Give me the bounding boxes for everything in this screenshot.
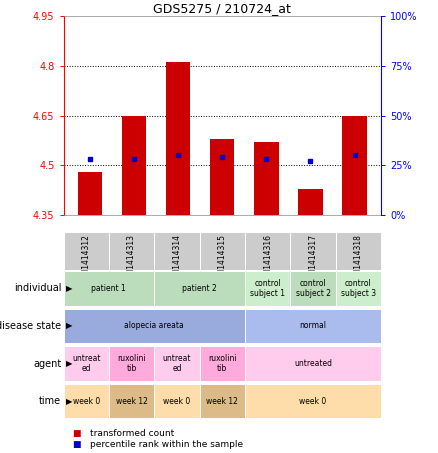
- Bar: [166, 63, 190, 215]
- Text: GSM1414314: GSM1414314: [173, 234, 181, 285]
- Text: time: time: [39, 396, 61, 406]
- Text: GSM1414315: GSM1414315: [218, 234, 227, 285]
- Bar: [290, 271, 336, 306]
- Text: untreated: untreated: [294, 359, 332, 368]
- Bar: [122, 116, 146, 215]
- Bar: [78, 172, 102, 215]
- Bar: [200, 346, 245, 381]
- Bar: [154, 232, 200, 270]
- Text: ■: ■: [72, 429, 81, 438]
- Text: individual: individual: [14, 283, 61, 294]
- Bar: [200, 232, 245, 270]
- Text: ■: ■: [72, 440, 81, 449]
- Bar: [298, 188, 323, 215]
- Bar: [154, 346, 200, 381]
- Text: disease state: disease state: [0, 321, 61, 331]
- Text: GSM1414316: GSM1414316: [263, 234, 272, 285]
- Text: GSM1414317: GSM1414317: [308, 234, 318, 285]
- Bar: [154, 271, 245, 306]
- Text: transformed count: transformed count: [90, 429, 174, 438]
- Bar: [64, 308, 245, 343]
- Bar: [64, 346, 109, 381]
- Bar: [109, 232, 154, 270]
- Text: ▶: ▶: [66, 322, 72, 330]
- Bar: [245, 346, 381, 381]
- Text: untreat
ed: untreat ed: [72, 354, 100, 373]
- Text: week 12: week 12: [116, 397, 148, 405]
- Text: GSM1414318: GSM1414318: [354, 234, 363, 284]
- Bar: [154, 384, 200, 419]
- Bar: [343, 116, 367, 215]
- Text: GSM1414313: GSM1414313: [127, 234, 136, 285]
- Bar: [64, 232, 109, 270]
- Bar: [245, 271, 290, 306]
- Text: control
subject 3: control subject 3: [341, 279, 376, 298]
- Text: ▶: ▶: [66, 284, 72, 293]
- Bar: [64, 384, 109, 419]
- Bar: [245, 384, 381, 419]
- Text: week 0: week 0: [300, 397, 327, 405]
- Text: week 0: week 0: [163, 397, 191, 405]
- Bar: [336, 271, 381, 306]
- Text: alopecia areata: alopecia areata: [124, 322, 184, 330]
- Text: week 12: week 12: [206, 397, 238, 405]
- Bar: [254, 142, 279, 215]
- Text: GSM1414312: GSM1414312: [82, 234, 91, 284]
- Text: ▶: ▶: [66, 359, 72, 368]
- Text: control
subject 2: control subject 2: [296, 279, 331, 298]
- Text: agent: agent: [33, 358, 61, 369]
- Bar: [200, 384, 245, 419]
- Text: ruxolini
tib: ruxolini tib: [208, 354, 237, 373]
- Bar: [109, 346, 154, 381]
- Title: GDS5275 / 210724_at: GDS5275 / 210724_at: [153, 2, 291, 14]
- Bar: [64, 271, 154, 306]
- Text: percentile rank within the sample: percentile rank within the sample: [90, 440, 243, 449]
- Bar: [290, 232, 336, 270]
- Text: untreat
ed: untreat ed: [162, 354, 191, 373]
- Text: patient 2: patient 2: [182, 284, 217, 293]
- Bar: [336, 232, 381, 270]
- Text: normal: normal: [300, 322, 326, 330]
- Text: ruxolini
tib: ruxolini tib: [117, 354, 146, 373]
- Text: week 0: week 0: [73, 397, 100, 405]
- Bar: [210, 139, 234, 215]
- Bar: [109, 384, 154, 419]
- Bar: [245, 232, 290, 270]
- Text: ▶: ▶: [66, 397, 72, 405]
- Text: control
subject 1: control subject 1: [250, 279, 285, 298]
- Text: patient 1: patient 1: [92, 284, 126, 293]
- Bar: [245, 308, 381, 343]
